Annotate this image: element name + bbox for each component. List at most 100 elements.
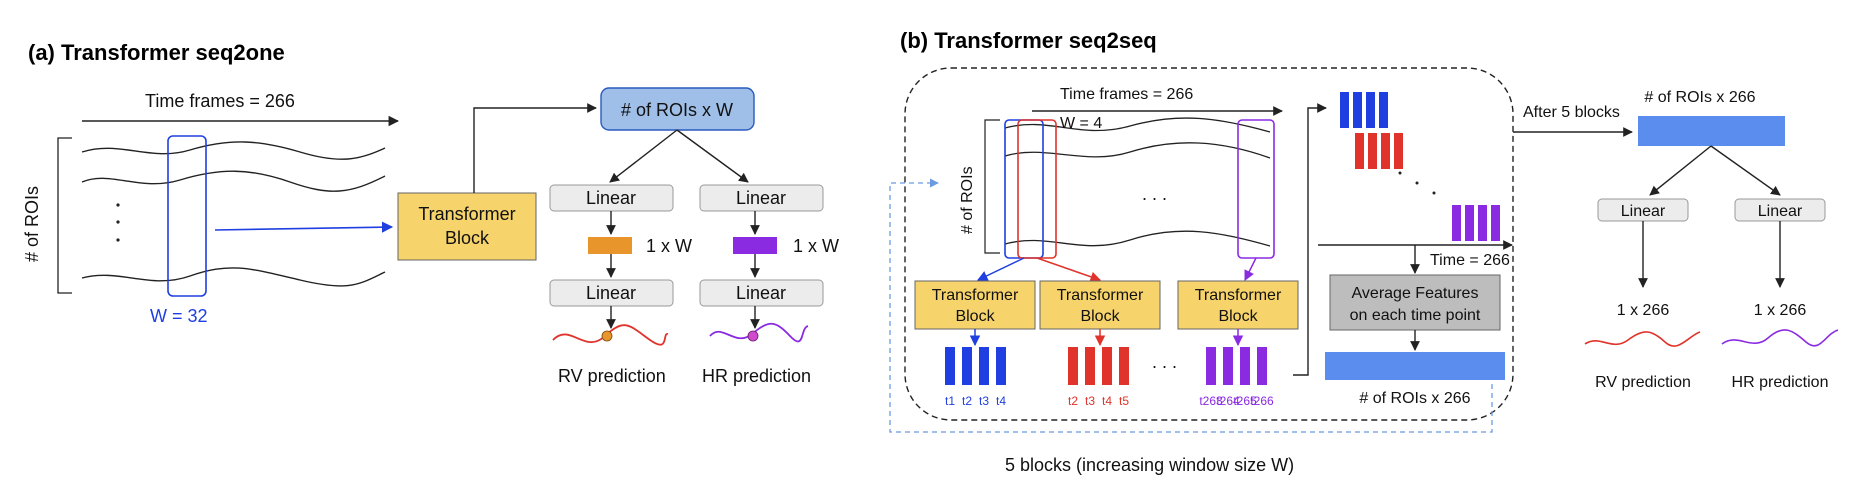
rv-waveform — [1584, 331, 1701, 347]
hr-waveform — [1721, 329, 1839, 347]
time-tick-label: t3 — [979, 394, 989, 408]
panel-b-feedback-loop — [889, 178, 1493, 433]
hr-waveform — [709, 322, 809, 343]
signal-line — [81, 141, 386, 160]
stack-bar — [1381, 133, 1390, 169]
stack-bar — [1340, 92, 1349, 128]
panel-a-linear-label: Linear — [736, 188, 786, 208]
panel-b-roi-label: # of ROIs — [959, 166, 976, 234]
transformer-line2: Block — [1080, 308, 1120, 325]
stack-bar — [1368, 133, 1377, 169]
stack-bars-blue — [1340, 92, 1388, 128]
panel-a-transformer-block — [397, 192, 537, 261]
signal-line — [1004, 117, 1271, 133]
output-bar — [1223, 347, 1233, 385]
stack-bar — [1478, 205, 1487, 241]
time-tick-label: t265 — [1233, 394, 1257, 408]
output-bar — [1240, 347, 1250, 385]
panel-b-after-blocks: After 5 blocks — [1523, 104, 1620, 121]
stack-bars-purple — [1452, 205, 1500, 241]
ellipsis-dot — [116, 220, 120, 224]
signal-line — [81, 267, 386, 287]
stack-bars-red — [1355, 133, 1403, 169]
panel-a-linear-label: Linear — [736, 283, 786, 303]
branch-arrow — [676, 129, 749, 183]
ellipsis-dot — [1398, 171, 1402, 175]
transformer-line1: Transformer — [932, 287, 1019, 304]
hr-point — [747, 330, 759, 342]
transformer-line2: Block — [955, 308, 995, 325]
transformer-line1: Transformer — [1195, 287, 1282, 304]
stack-bar — [1452, 205, 1461, 241]
panel-b-bars-ellipsis: . . . — [1152, 352, 1177, 372]
average-line1: Average Features — [1352, 285, 1479, 302]
time-tick-label: t5 — [1119, 394, 1129, 408]
branch-arrow — [609, 129, 678, 183]
output-bar — [1068, 347, 1078, 385]
panel-a-orange-vector — [588, 237, 632, 254]
panel-a-linear-box — [699, 184, 824, 212]
average-line2: on each time point — [1350, 307, 1481, 324]
panel-a-hr-prediction: HR prediction — [702, 366, 811, 386]
panel-a-rois-w-label: # of ROIs x W — [621, 100, 733, 120]
panel-b-window-blue — [1004, 119, 1044, 259]
output-bar — [1102, 347, 1112, 385]
time-tick-label: t4 — [996, 394, 1006, 408]
panel-b-linear-label: Linear — [1621, 203, 1666, 220]
output-bar — [962, 347, 972, 385]
panel-b-caption: 5 blocks (increasing window size W) — [1005, 455, 1294, 475]
transformer-line1: Transformer — [1057, 287, 1144, 304]
output-bar — [1206, 347, 1216, 385]
panel-b-hr-prediction: HR prediction — [1732, 374, 1829, 391]
output-bar — [1119, 347, 1129, 385]
panel-b-rois-266-label: # of ROIs x 266 — [1359, 390, 1470, 407]
panel-a-transformer-line1: Transformer — [418, 204, 515, 224]
panel-b-ellipsis: . . . — [1142, 184, 1167, 204]
signal-line — [1004, 142, 1271, 159]
panel-a-linear-box — [699, 279, 824, 307]
time-tick-label: t2 — [1068, 394, 1078, 408]
time-tick-label: t1 — [945, 394, 955, 408]
panel-b-top-rois-bar — [1638, 116, 1785, 146]
panel-a-1xw-right: 1 x W — [793, 236, 839, 256]
rv-waveform — [552, 324, 669, 346]
panel-a: (a) Transformer seq2one Time frames = 26… — [22, 40, 839, 386]
ellipsis-dot — [116, 203, 120, 207]
panel-b-rv-prediction: RV prediction — [1595, 374, 1691, 391]
panel-b-top-rois-label: # of ROIs x 266 — [1644, 89, 1755, 106]
time-tick-label: t266 — [1250, 394, 1274, 408]
time-tick-label: t264 — [1216, 394, 1240, 408]
panel-a-rv-prediction: RV prediction — [558, 366, 666, 386]
panel-b-1x266-left: 1 x 266 — [1617, 302, 1670, 319]
stack-bar — [1355, 133, 1364, 169]
panel-b-transformer-block-3 — [1177, 280, 1299, 330]
output-bar — [996, 347, 1006, 385]
branch-arrow — [1649, 145, 1712, 196]
rv-point — [601, 330, 613, 342]
arrow-purple — [1244, 257, 1257, 281]
stack-bar — [1366, 92, 1375, 128]
stack-bar — [1465, 205, 1474, 241]
panel-b-window-red — [1017, 119, 1057, 259]
panel-b-title: (b) Transformer seq2seq — [900, 28, 1157, 53]
panel-a-roi-bracket — [57, 137, 72, 294]
output-bar — [979, 347, 989, 385]
panel-b-rois-266-bar — [1325, 352, 1505, 380]
arrow-red — [1036, 257, 1101, 282]
panel-a-to-top-arrow — [473, 103, 597, 193]
time-tick-label: t3 — [1085, 394, 1095, 408]
panel-b-time-end: Time = 266 — [1430, 252, 1510, 269]
panel-b-1x266-right: 1 x 266 — [1754, 302, 1807, 319]
panel-a-window-label: W = 32 — [150, 306, 208, 326]
output-bars-blue: t1 t2 t3 t4 — [945, 347, 1006, 408]
stack-bar — [1491, 205, 1500, 241]
stack-bar — [1379, 92, 1388, 128]
panel-b-window-label: W = 4 — [1060, 115, 1102, 132]
panel-a-purple-vector — [733, 237, 777, 254]
output-bar — [1085, 347, 1095, 385]
stack-bar — [1394, 133, 1403, 169]
panel-b-time-label: Time frames = 266 — [1060, 86, 1193, 103]
transformer-line2: Block — [1218, 308, 1258, 325]
